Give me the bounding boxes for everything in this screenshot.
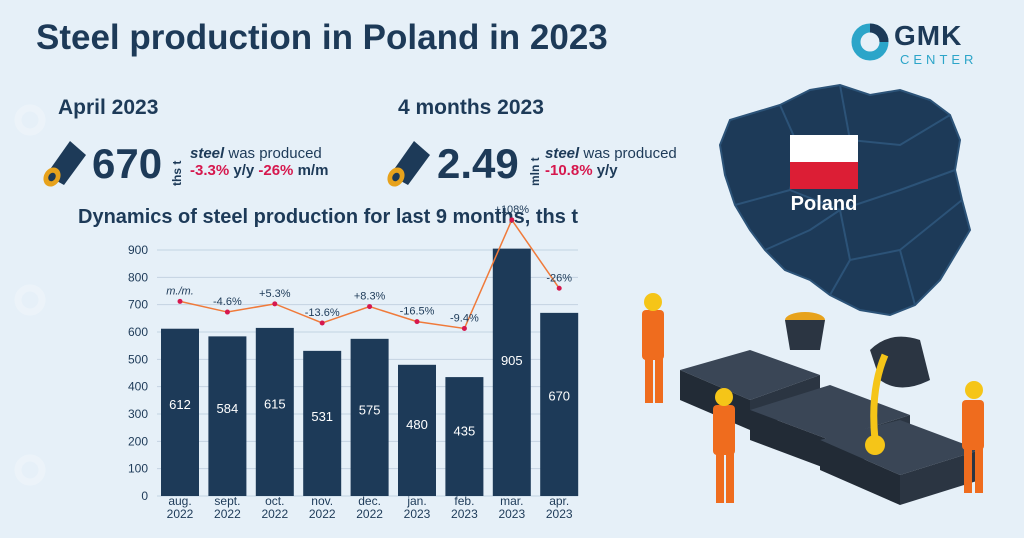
x-tick-year: 2023 [451,507,478,521]
april-yy-label: y/y [229,162,259,179]
logo-ring-icon [851,23,889,61]
flag-red [790,162,858,189]
mm-point [556,285,562,291]
foundry-illustration [642,293,984,505]
watermark-icon [14,284,46,316]
x-tick-label: jan. [406,494,426,508]
mm-point [319,320,325,326]
fourmonths-desc: steel was produced -10.8% y/y [545,145,677,179]
bar-value-label: 584 [217,401,239,416]
mm-label: m./m. [166,285,194,297]
april-desc: steel was produced -3.3% y/y -26% m/m [190,145,328,179]
watermark-icon [14,104,46,136]
y-tick-label: 400 [128,380,148,394]
bar [445,377,484,496]
gmk-logo: GMK CENTER [850,20,973,67]
mm-label: +5.3% [259,288,291,300]
map-label: Poland [791,193,858,215]
logo-sub: CENTER [900,52,978,67]
bar-value-label: 615 [264,397,286,412]
bar [492,248,531,496]
mm-point [224,309,230,315]
bar-value-label: 435 [454,424,476,439]
fourmonths-heading: 4 months 2023 [398,96,544,119]
april-desc-italic: steel [190,145,225,162]
y-tick-label: 500 [128,352,148,366]
bar [540,312,579,496]
chart-title: Dynamics of steel production for last 9 … [78,206,579,228]
bar [208,336,247,496]
y-tick-label: 600 [128,325,148,339]
bar-value-label: 531 [311,409,333,424]
page-title: Steel production in Poland in 2023 [36,18,608,57]
fourmonths-desc-italic: steel [545,145,580,162]
fourmonths-value: 2.49 [437,140,519,187]
x-tick-year: 2023 [498,507,525,521]
bar-value-label: 575 [359,403,381,418]
x-tick-label: nov. [311,494,333,508]
mm-label: -13.6% [305,307,340,319]
mm-point [177,298,183,304]
y-tick-label: 100 [128,462,148,476]
x-tick-label: dec. [358,494,381,508]
y-tick-label: 800 [128,270,148,284]
x-tick-label: sept. [214,494,240,508]
mm-label: +108% [495,204,530,216]
x-tick-label: feb. [454,494,474,508]
x-tick-year: 2023 [404,507,431,521]
y-tick-label: 0 [141,489,148,503]
mm-point [272,301,278,307]
x-tick-year: 2022 [167,507,194,521]
y-tick-label: 700 [128,298,148,312]
x-tick-year: 2023 [546,507,573,521]
steel-coil-icon [387,141,430,187]
bar-value-label: 670 [548,388,570,403]
poland-map: Poland [718,83,972,317]
x-tick-label: oct. [265,494,284,508]
bar [398,364,436,496]
y-tick-label: 300 [128,407,148,421]
bar-value-label: 612 [169,397,191,412]
mm-point [509,217,515,223]
april-heading: April 2023 [58,96,159,119]
april-value: 670 [92,140,163,187]
mm-label: +8.3% [354,291,386,303]
bar [303,350,342,496]
bar [350,338,389,496]
bar-value-label: 480 [406,417,428,432]
y-tick-label: 200 [128,434,148,448]
watermark-icon [14,454,46,486]
april-mm-label: m/m [293,162,329,179]
x-tick-label: aug. [168,494,191,508]
x-tick-year: 2022 [309,507,336,521]
x-tick-label: mar. [500,494,523,508]
bar-value-label: 905 [501,353,523,368]
april-mm: -26% [258,162,294,179]
mm-point [367,304,373,310]
y-tick-label: 900 [128,243,148,257]
bar [255,327,294,496]
x-tick-label: apr. [549,494,569,508]
bar-chart: 0100200300400500600700800900612aug.20225… [128,204,579,521]
x-tick-year: 2022 [261,507,288,521]
mm-point [414,319,420,325]
steel-coil-icon [43,141,86,187]
mm-label: -26% [546,272,572,284]
april-desc-rest: was produced [224,145,322,162]
fourmonths-yy: -10.8% [545,162,593,179]
fourmonths-desc-rest: was produced [579,145,677,162]
bar [161,328,199,496]
logo-name: GMK [894,20,963,51]
fourmonths-yy-label: y/y [592,162,618,179]
flag-white [790,135,858,162]
x-tick-year: 2022 [356,507,383,521]
mm-label: -9.4% [450,312,479,324]
mm-point [461,325,467,331]
mm-label: -4.6% [213,296,242,308]
mm-label: -16.5% [400,306,435,318]
april-yy: -3.3% [190,162,230,179]
x-tick-year: 2022 [214,507,241,521]
